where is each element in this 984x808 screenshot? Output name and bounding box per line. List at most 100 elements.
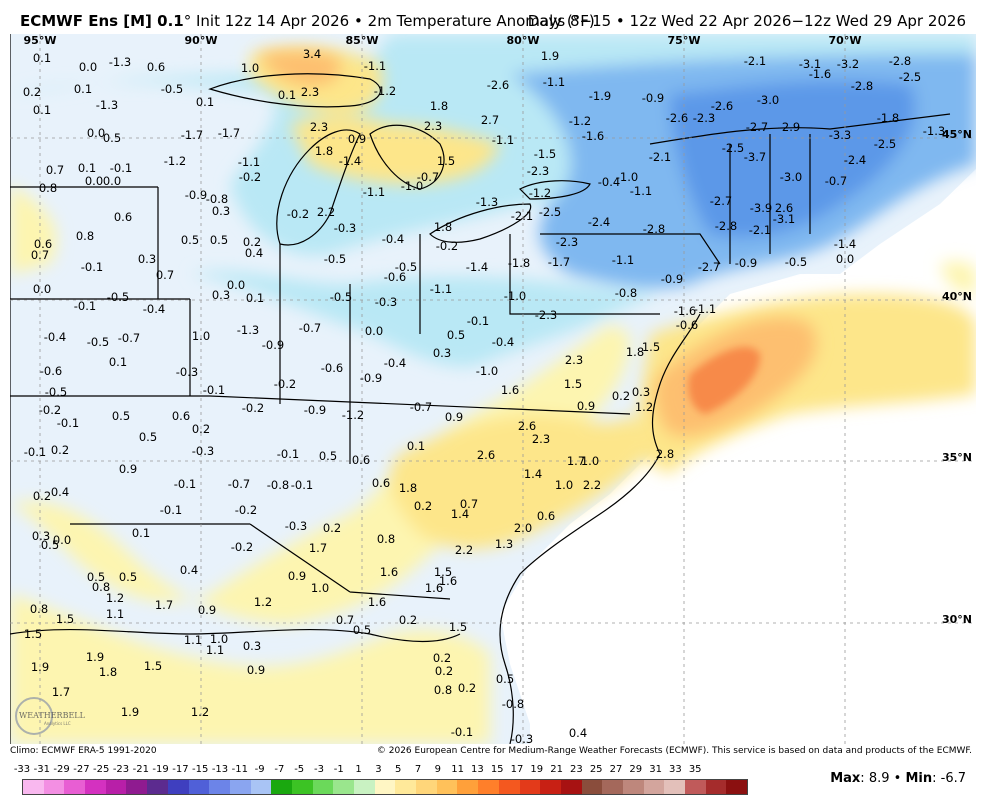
warm-anomaly-superior-orange — [260, 50, 341, 86]
coordinate-labels: 95°W 90°W 85°W 80°W 75°W 70°W 45°N 40°N 35°N 30°N — [24, 34, 972, 626]
scale-swatch — [312, 780, 334, 794]
scale-swatch — [581, 780, 603, 794]
anomaly-value: -0.2 — [436, 239, 458, 253]
state-borders-new-england — [729, 134, 811, 264]
anomaly-value: -1.4 — [339, 154, 361, 168]
anomaly-value: 0.8 — [92, 580, 110, 594]
east-coastline — [499, 313, 701, 744]
anomaly-value: 1.0 — [581, 454, 599, 468]
lake-superior-outline — [208, 73, 381, 108]
state-borders-west — [10, 186, 631, 600]
anomaly-value: -0.8 — [615, 286, 637, 300]
anomaly-value: 1.0 — [192, 329, 210, 343]
temperature-anomaly-map[interactable]: 95°W 90°W 85°W 80°W 75°W 70°W 45°N 40°N 35°N 30°N… — [10, 34, 976, 744]
anomaly-value: 1.0 — [241, 61, 259, 75]
scale-swatch — [622, 780, 644, 794]
anomaly-value: -1.8 — [877, 111, 899, 125]
scale-swatch — [43, 780, 65, 794]
anomaly-value: -0.5 — [45, 385, 67, 399]
anomaly-value: 0.2 — [433, 651, 451, 665]
anomaly-value: 0.4 — [245, 246, 263, 260]
anomaly-value: 1.9 — [86, 650, 104, 664]
anomaly-value: 2.3 — [532, 432, 550, 446]
longitude-label: 70°W — [829, 34, 862, 47]
anomaly-value: 1.5 — [434, 565, 452, 579]
anomaly-value: 0.8 — [76, 229, 94, 243]
anomaly-value: -3.2 — [837, 57, 859, 71]
anomaly-value: 0.3 — [212, 288, 230, 302]
anomaly-value: 0.5 — [139, 430, 157, 444]
anomaly-value: 0.6 — [114, 210, 132, 224]
anomaly-value: 0.0 — [79, 60, 97, 74]
anomaly-value: 1.8 — [434, 220, 452, 234]
parallels — [10, 137, 976, 624]
anomaly-value: -0.8 — [267, 478, 289, 492]
latitude-label: 40°N — [942, 290, 972, 303]
anomaly-value: 0.2 — [323, 521, 341, 535]
anomaly-value: 0.6 — [172, 409, 190, 423]
anomaly-value: -1.7 — [548, 255, 570, 269]
anomaly-value: 0.8 — [39, 181, 57, 195]
anomaly-value: -0.3 — [334, 221, 356, 235]
map-panel[interactable]: 95°W 90°W 85°W 80°W 75°W 70°W 45°N 40°N 35°N 30°N… — [10, 34, 976, 744]
anomaly-value: -1.1 — [364, 59, 386, 73]
anomaly-value: 0.9 — [288, 569, 306, 583]
anomaly-value: -2.6 — [711, 99, 733, 113]
anomaly-value: -0.4 — [143, 302, 165, 316]
anomaly-value: -2.8 — [889, 54, 911, 68]
anomaly-value: 0.8 — [377, 532, 395, 546]
scale-swatch — [395, 780, 417, 794]
latitude-label: 30°N — [942, 613, 972, 626]
anomaly-value: 1.0 — [311, 581, 329, 595]
scale-tick-label: 11 — [451, 764, 464, 775]
anomaly-value: 0.1 — [278, 88, 296, 102]
anomaly-value: -2.3 — [535, 308, 557, 322]
scale-swatch — [85, 780, 106, 794]
anomaly-value: 0.1 — [33, 51, 51, 65]
anomaly-value: -0.1 — [74, 299, 96, 313]
anomaly-value: 1.6 — [439, 574, 457, 588]
scale-tick-label: -33 — [13, 764, 31, 775]
graticule — [10, 34, 976, 744]
scale-swatch — [167, 780, 189, 794]
anomaly-value-labels: 0.1 -1.3 0.60.0 1.03.4-1.11.9 -2.1 -3.1 -3.2 -2… — [23, 47, 945, 744]
min-value: -6.7 — [940, 771, 966, 786]
anomaly-value: -3.1 — [773, 212, 795, 226]
warm-anomaly-west-top — [10, 184, 57, 274]
anomaly-value: -2.5 — [874, 137, 896, 151]
scale-tick-label: -19 — [152, 764, 169, 775]
anomaly-value: -0.9 — [360, 371, 382, 385]
scale-tick-label: -25 — [93, 764, 110, 775]
anomaly-value: -0.9 — [735, 256, 757, 270]
anomaly-value: -1.4 — [466, 260, 488, 274]
longitude-label: 80°W — [507, 34, 540, 47]
anomaly-value: 1.4 — [524, 467, 542, 481]
scale-swatch — [685, 780, 706, 794]
anomaly-value: 0.4 — [51, 485, 69, 499]
scale-tick-label: -31 — [33, 764, 50, 775]
anomaly-value: 0.9 — [119, 462, 137, 476]
anomaly-value: 2.7 — [481, 113, 499, 127]
anomaly-value: -0.4 — [382, 232, 404, 246]
anomaly-value: -0.5 — [87, 335, 109, 349]
scale-swatch — [209, 780, 230, 794]
anomaly-value: 2.6 — [775, 201, 793, 215]
anomaly-value: 1.2 — [254, 595, 272, 609]
anomaly-value: 0.6 — [372, 476, 390, 490]
anomaly-value: -0.7 — [228, 477, 250, 491]
scale-tick-label: 17 — [510, 764, 524, 775]
anomaly-value: 1.8 — [430, 99, 448, 113]
anomaly-value: -3.7 — [744, 150, 766, 164]
anomaly-value: -2.4 — [588, 215, 610, 229]
chart-title: ECMWF Ens [M] 0.1° Init 12z 14 Apr 2026 … — [20, 12, 595, 30]
anomaly-value: 0.3 — [32, 529, 50, 543]
scale-tick-label: -11 — [231, 764, 248, 775]
anomaly-value: 1.8 — [99, 665, 117, 679]
scale-tick-label: -7 — [274, 764, 285, 775]
anomaly-value: -0.5 — [395, 260, 417, 274]
anomaly-value: -2.5 — [722, 141, 744, 155]
anomaly-value: 1.5 — [564, 377, 582, 391]
anomaly-value: 2.3 — [310, 120, 328, 134]
anomaly-value: -2.7 — [698, 260, 720, 274]
scale-tick-label: -3 — [314, 764, 324, 775]
